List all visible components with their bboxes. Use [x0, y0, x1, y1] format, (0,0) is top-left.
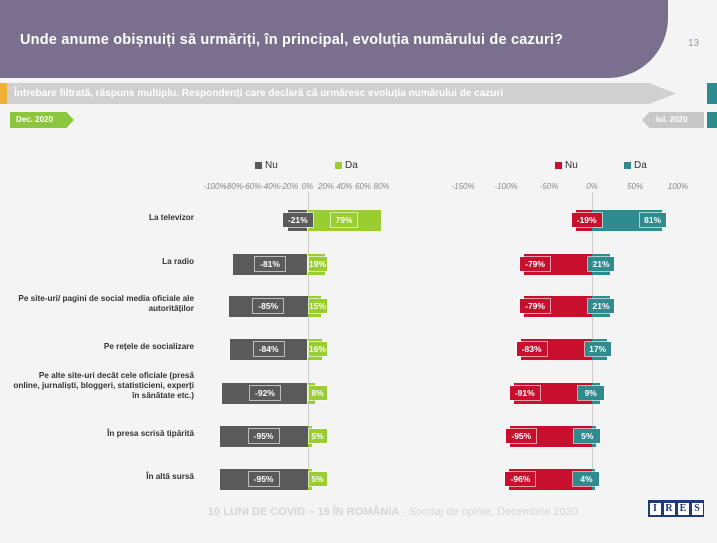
- data-label-da: 16%: [308, 342, 327, 356]
- subtitle-bar: [0, 83, 676, 104]
- data-label-da: 5%: [308, 429, 327, 443]
- legend-swatch: [335, 162, 342, 169]
- axis-tick-label: 0%: [586, 182, 598, 191]
- data-label-nu: -83%: [516, 342, 547, 356]
- footer-subtitle: - Sondaj de opinie, Decembrie 2020: [399, 506, 578, 518]
- subtitle-text: Întrebare filtrată, răspuns multiplu. Re…: [14, 88, 504, 99]
- data-label-nu: -95%: [248, 472, 279, 486]
- data-label-nu: -21%: [282, 213, 313, 227]
- data-label-da: 4%: [573, 472, 600, 486]
- data-label-da: 17%: [584, 342, 611, 356]
- data-label-nu: -92%: [249, 386, 280, 400]
- category-label: Pe site-uri/ pagini de social media ofic…: [18, 294, 194, 313]
- data-label-nu: -91%: [509, 386, 540, 400]
- logo-letter: I: [649, 502, 661, 515]
- axis-tick-label: -20%: [279, 182, 299, 191]
- period-tag-left: [10, 112, 74, 128]
- axis-tick-label: 100%: [667, 182, 689, 191]
- category-label: La radio: [162, 257, 194, 266]
- data-label-nu: -19%: [571, 213, 602, 227]
- axis-tick-label: 80%: [373, 182, 390, 191]
- axis-tick-label: -100%: [203, 182, 227, 191]
- axis-tick-label: -40%: [261, 182, 280, 191]
- axis-tick-label: 0%: [301, 182, 314, 191]
- data-label-nu: -95%: [506, 429, 537, 443]
- category-label: În altă sursă: [146, 472, 194, 481]
- logo-letter: R: [663, 502, 675, 515]
- footer-title: 10 LUNI DE COVID – 19 ÎN ROMÂNIA: [208, 506, 400, 518]
- legend-swatch: [624, 162, 631, 169]
- category-label: Pe alte site-uri decât cele oficiale (pr…: [13, 371, 194, 400]
- axis-tick-label: 60%: [354, 182, 372, 191]
- legend-item-da: Da: [624, 160, 647, 171]
- right-accent: [707, 83, 717, 104]
- data-label-da: 19%: [308, 257, 327, 271]
- data-label-nu: -81%: [255, 257, 286, 271]
- legend-item-da: Da: [335, 160, 358, 171]
- period-tag-right-label: Iul. 2020: [656, 115, 688, 124]
- data-label-da: 8%: [308, 386, 327, 400]
- legend-item-nu: Nu: [555, 160, 578, 171]
- period-tag-right: [642, 112, 704, 128]
- data-label-nu: -95%: [248, 429, 279, 443]
- data-label-nu: -85%: [253, 299, 284, 313]
- data-label-nu: -79%: [520, 257, 551, 271]
- page-number: 13: [688, 38, 700, 49]
- data-label-nu: -96%: [505, 472, 536, 486]
- logo-letter: S: [691, 502, 703, 515]
- data-label-nu: -79%: [520, 299, 551, 313]
- legend-label: Nu: [565, 160, 578, 171]
- legend-label: Da: [345, 160, 358, 171]
- axis-tick-label: -50%: [539, 182, 559, 191]
- data-label-da: 9%: [577, 386, 604, 400]
- axis-tick-label: -100%: [494, 182, 518, 191]
- data-label-da: 15%: [308, 299, 327, 313]
- data-label-da: 21%: [588, 299, 615, 313]
- logo-letter: E: [677, 502, 689, 515]
- data-label-da: 5%: [574, 429, 601, 443]
- data-label-da: 5%: [308, 472, 327, 486]
- data-label-da: 21%: [588, 257, 615, 271]
- subtitle-accent: [0, 83, 7, 104]
- axis-tick-label: -60%: [242, 182, 262, 191]
- legend-swatch: [255, 162, 262, 169]
- category-label: Pe rețele de socializare: [103, 342, 194, 351]
- legend-label: Da: [634, 160, 647, 171]
- slide-title: Unde anume obișnuiți să urmăriți, în pri…: [20, 32, 564, 48]
- axis-tick-label: 40%: [336, 182, 353, 191]
- data-label-da: 81%: [639, 213, 666, 227]
- axis-tick-label: -150%: [451, 182, 475, 191]
- legend-item-nu: Nu: [255, 160, 278, 171]
- period-tag-right-accent: [707, 112, 717, 128]
- category-label: În presa scrisă tipărită: [107, 429, 194, 438]
- axis-tick-label: -80%: [224, 182, 243, 191]
- legend-swatch: [555, 162, 562, 169]
- category-label: La televizor: [148, 213, 194, 222]
- axis-tick-label: 20%: [317, 182, 335, 191]
- legend-label: Nu: [265, 160, 278, 171]
- ires-logo: I R E S: [648, 500, 704, 517]
- period-tag-left-label: Dec. 2020: [16, 115, 53, 124]
- data-label-nu: -84%: [253, 342, 284, 356]
- title-banner: [0, 0, 668, 78]
- data-label-da: 79%: [331, 213, 358, 227]
- footer: 10 LUNI DE COVID – 19 ÎN ROMÂNIA - Sonda…: [208, 506, 578, 518]
- axis-tick-label: 50%: [626, 182, 644, 191]
